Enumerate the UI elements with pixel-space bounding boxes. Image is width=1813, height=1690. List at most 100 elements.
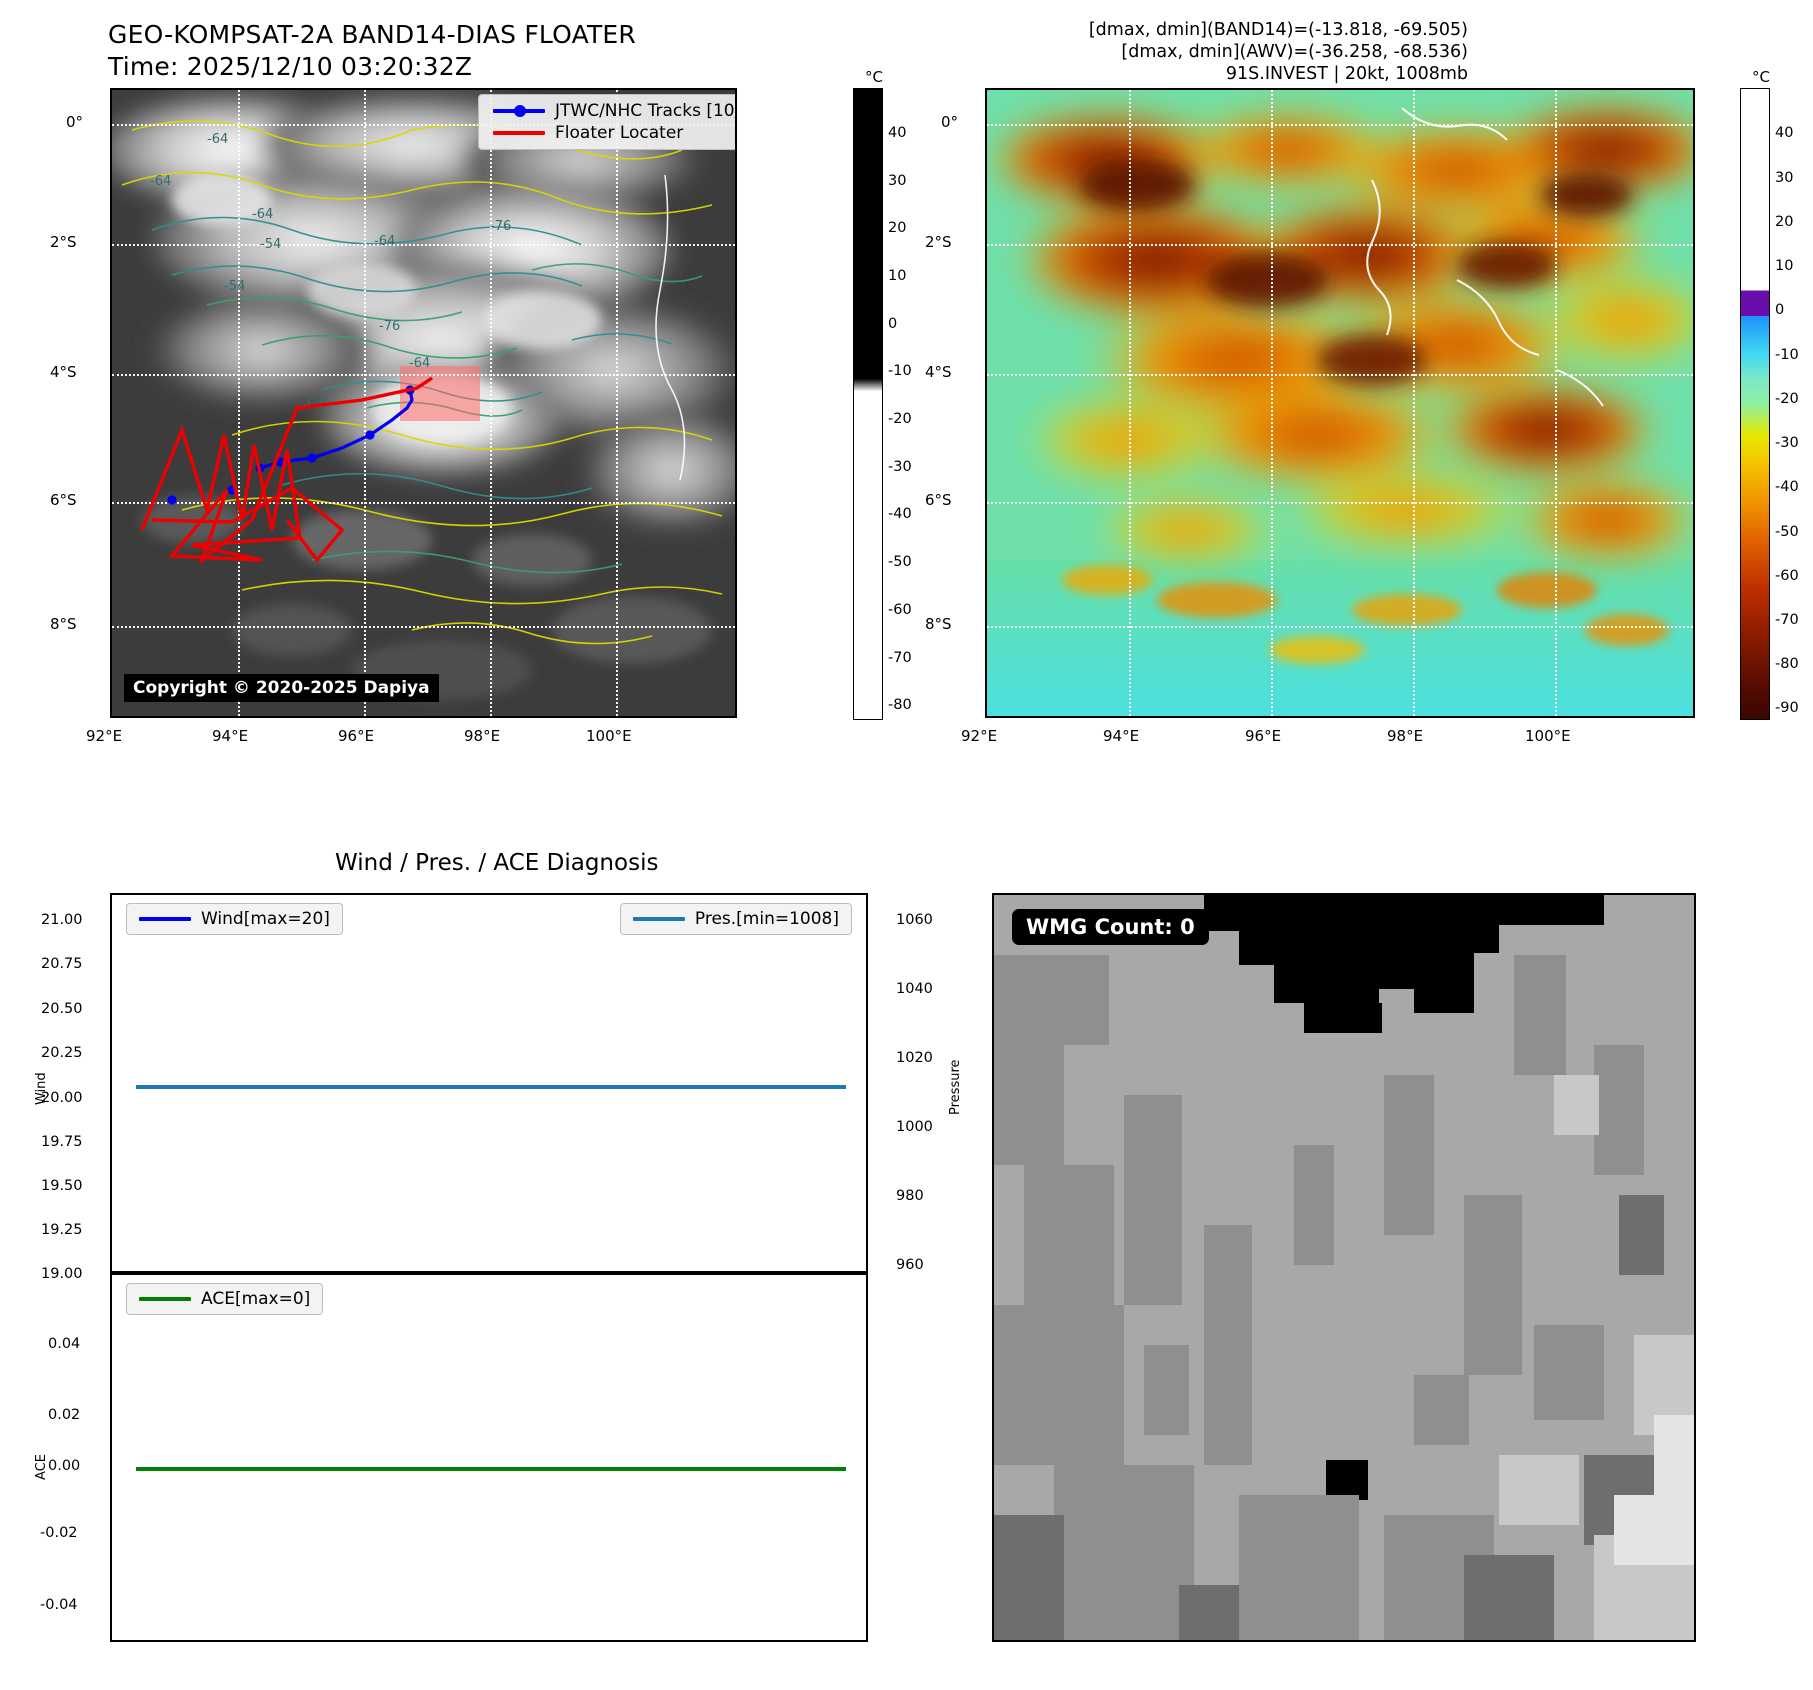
ir-colorbar	[853, 88, 883, 720]
awv-satellite-image	[987, 90, 1693, 716]
lat-gridline	[112, 626, 735, 628]
pressure-legend: Pres.[min=1008]	[619, 903, 852, 935]
ace-ytick: 0.00	[48, 1458, 81, 1474]
ir-floater-panel[interactable]: -64 -64 -64 -54 -64 -76 -76 -64 -64 -54 JTWC/N…	[110, 88, 737, 718]
awv-colorbar-tick: -80	[1775, 656, 1799, 672]
ir-colorbar-tick: -30	[888, 459, 912, 475]
page-timestamp: Time: 2025/12/10 03:20:32Z	[108, 52, 473, 81]
ir-lon-tick: 92°E	[86, 727, 123, 745]
ir-lon-tick: 98°E	[464, 727, 501, 745]
ace-ytick: 0.04	[48, 1336, 81, 1352]
awv-lat-tick: 8°S	[925, 615, 952, 633]
wind-ytick: 21.00	[41, 912, 83, 928]
awv-lat-tick: 4°S	[925, 363, 952, 381]
wmg-count-badge: WMG Count: 0	[1012, 909, 1209, 945]
page-title: GEO-KOMPSAT-2A BAND14-DIAS FLOATER	[108, 20, 636, 49]
wind-ytick: 20.50	[41, 1001, 83, 1017]
awv-colorbar	[1740, 88, 1770, 720]
ir-colorbar-tick: -10	[888, 363, 912, 379]
pressure-ytick: 1060	[896, 912, 933, 928]
awv-colorbar-tick: -20	[1775, 391, 1799, 407]
awv-lon-tick: 94°E	[1103, 727, 1140, 745]
legend-item-ace[interactable]: ACE[max=0]	[129, 1288, 320, 1310]
awv-lon-tick: 100°E	[1525, 727, 1571, 745]
ir-legend: JTWC/NHC Tracks [10/0000Z] Floater Locat…	[478, 94, 735, 150]
awv-colorbar-tick: -70	[1775, 612, 1799, 628]
wind-ytick: 20.25	[41, 1045, 83, 1061]
track-overlay	[140, 376, 433, 566]
dmax-awv-readout: [dmax, dmin](AWV)=(-36.258, -68.536)	[1121, 42, 1468, 62]
ir-colorbar-tick: -50	[888, 554, 912, 570]
ace-chart[interactable]: ACE[max=0]	[110, 1273, 868, 1642]
awv-colorbar-tick: 20	[1775, 214, 1794, 230]
ace-legend: ACE[max=0]	[126, 1283, 324, 1315]
floater-locater-line	[140, 376, 433, 566]
ir-colorbar-tick: -40	[888, 506, 912, 522]
legend-item-wind[interactable]: Wind[max=20]	[129, 908, 340, 930]
wmg-image	[994, 895, 1694, 1640]
dmax-band14-readout: [dmax, dmin](BAND14)=(-13.818, -69.505)	[1088, 20, 1468, 40]
lon-gridline	[1413, 90, 1415, 716]
wind-ytick: 20.00	[41, 1090, 83, 1106]
pressure-swatch	[632, 917, 685, 921]
wind-pressure-chart[interactable]: Wind[max=20] Pres.[min=1008]	[110, 893, 868, 1273]
ir-lat-tick: 0°	[66, 113, 84, 131]
pressure-axis-label: Pressure	[948, 1059, 963, 1115]
legend-item-pressure[interactable]: Pres.[min=1008]	[623, 908, 849, 930]
awv-colorbar-tick: 30	[1775, 170, 1794, 186]
ace-axis-label: ACE	[34, 1454, 49, 1480]
wind-ytick: 19.50	[41, 1178, 83, 1194]
ir-colorbar-tick: 0	[888, 316, 898, 332]
storm-info-readout: 91S.INVEST | 20kt, 1008mb	[1225, 64, 1468, 84]
ir-colorbar-unit: °C	[865, 68, 883, 86]
awv-colorbar-tick: 40	[1775, 125, 1794, 141]
lat-gridline	[987, 502, 1693, 504]
legend-label-floater: Floater Locater	[555, 123, 684, 143]
copyright-label: Copyright © 2020-2025 Dapiya	[124, 674, 439, 702]
ir-lon-tick: 94°E	[212, 727, 249, 745]
legend-item-jtwc[interactable]: JTWC/NHC Tracks [10/0000Z]	[483, 100, 735, 122]
awv-colorbar-tick: -30	[1775, 435, 1799, 451]
ace-swatch	[139, 1297, 191, 1301]
ir-colorbar-tick: 30	[888, 173, 907, 189]
wmg-panel[interactable]: WMG Count: 0	[992, 893, 1696, 1642]
awv-colorbar-tick: -10	[1775, 347, 1799, 363]
ir-satellite-image	[112, 90, 735, 716]
lat-gridline	[112, 502, 735, 504]
awv-colorbar-tick: -90	[1775, 700, 1799, 716]
lat-gridline	[987, 124, 1693, 126]
lat-gridline	[112, 374, 735, 376]
ace-series-line	[136, 1467, 846, 1471]
ir-lat-tick: 4°S	[50, 363, 77, 381]
lat-gridline	[987, 626, 1693, 628]
lat-gridline	[112, 244, 735, 246]
lon-gridline	[490, 90, 492, 716]
ace-ytick: -0.02	[40, 1525, 78, 1541]
wind-ytick: 20.75	[41, 956, 83, 972]
ir-lon-tick: 96°E	[338, 727, 375, 745]
awv-panel[interactable]	[985, 88, 1695, 718]
ir-lon-tick: 100°E	[586, 727, 632, 745]
pressure-series-line	[136, 1085, 846, 1089]
lat-gridline	[987, 244, 1693, 246]
awv-lat-tick: 6°S	[925, 491, 952, 509]
ir-lat-tick: 6°S	[50, 491, 77, 509]
legend-item-floater[interactable]: Floater Locater	[483, 122, 735, 144]
lon-gridline	[1555, 90, 1557, 716]
awv-colorbar-unit: °C	[1752, 68, 1770, 86]
lat-gridline	[987, 374, 1693, 376]
ir-colorbar-tick: -60	[888, 602, 912, 618]
awv-colorbar-tick: -50	[1775, 524, 1799, 540]
wind-swatch	[139, 917, 191, 921]
awv-colorbar-tick: 0	[1775, 302, 1785, 318]
lon-gridline	[616, 90, 618, 716]
ir-colorbar-tick: 40	[888, 125, 907, 141]
ace-ytick: 0.02	[48, 1407, 81, 1423]
jtwc-track-swatch	[493, 105, 545, 117]
ir-colorbar-tick: -70	[888, 650, 912, 666]
lat-gridline	[112, 124, 735, 126]
pressure-ytick: 1020	[896, 1050, 933, 1066]
ir-colorbar-tick: -80	[888, 697, 912, 713]
awv-colorbar-tick: 10	[1775, 258, 1794, 274]
awv-lon-tick: 92°E	[961, 727, 998, 745]
